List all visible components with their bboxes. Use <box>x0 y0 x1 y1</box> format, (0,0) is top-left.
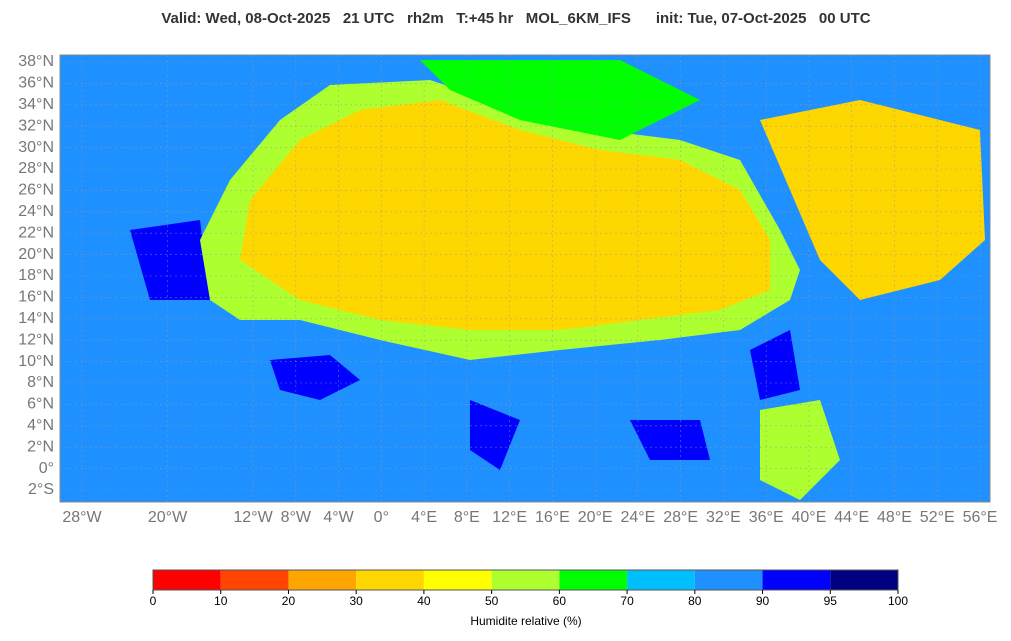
lat-label: 12°N <box>18 331 54 348</box>
very-humid <box>270 330 800 470</box>
humid-patch <box>130 220 210 300</box>
colorbar-tick-label: 40 <box>417 594 431 608</box>
map-frame <box>59 54 991 503</box>
lon-label: 8°E <box>454 509 480 526</box>
lat-label: 2°S <box>28 481 54 498</box>
lon-label: 20°E <box>578 509 613 526</box>
lat-label: 0° <box>39 460 54 477</box>
lat-label: 6°N <box>27 396 54 413</box>
lon-label: 28°E <box>663 509 698 526</box>
lon-label: 12°W <box>233 509 273 526</box>
colorbar-tick-label: 0 <box>150 594 157 608</box>
lon-label: 4°E <box>411 509 437 526</box>
mediterranean <box>420 60 700 140</box>
east-africa <box>760 400 840 500</box>
lat-label: 16°N <box>18 289 54 306</box>
lat-label: 26°N <box>18 182 54 199</box>
colorbar-tick-label: 100 <box>888 594 908 608</box>
lon-label: 32°E <box>706 509 741 526</box>
colorbar-frame <box>152 569 899 591</box>
colorbar-tick-label: 70 <box>620 594 634 608</box>
map-field <box>60 55 990 502</box>
colorbar-tick-label: 50 <box>485 594 499 608</box>
colorbar-tick-label: 90 <box>756 594 770 608</box>
lat-label: 10°N <box>18 353 54 370</box>
lat-label: 22°N <box>18 224 54 241</box>
lat-label: 18°N <box>18 267 54 284</box>
title: Valid: Wed, 08-Oct-2025 21 UTC rh2m T:+4… <box>161 10 870 27</box>
lon-label: 16°E <box>535 509 570 526</box>
colorbar-tick-label: 20 <box>282 594 296 608</box>
lat-label: 24°N <box>18 203 54 220</box>
graticule <box>60 55 990 502</box>
lat-label: 30°N <box>18 139 54 156</box>
colorbar-segment <box>491 570 560 590</box>
colorbar-segment <box>153 570 221 590</box>
colorbar-segment <box>288 570 357 590</box>
lon-label: 4°W <box>323 509 354 526</box>
lon-label: 48°E <box>877 509 912 526</box>
lat-label: 20°N <box>18 246 54 263</box>
lat-label: 38°N <box>18 53 54 70</box>
lat-label: 32°N <box>18 117 54 134</box>
lon-label: 40°E <box>792 509 827 526</box>
lat-label: 36°N <box>18 75 54 92</box>
colorbar-tick-label: 60 <box>553 594 567 608</box>
lon-label: 52°E <box>920 509 955 526</box>
colorbar-segment <box>694 570 763 590</box>
lon-label: 8°W <box>281 509 312 526</box>
colorbar-tick-label: 95 <box>824 594 838 608</box>
colorbar-tick-label: 10 <box>214 594 228 608</box>
lat-label: 4°N <box>27 417 54 434</box>
sahara <box>240 100 770 330</box>
colorbar-tick-label: 80 <box>688 594 702 608</box>
lat-label: 34°N <box>18 96 54 113</box>
lat-label: 2°N <box>27 438 54 455</box>
colorbar-segment <box>220 570 289 590</box>
lat-label: 8°N <box>27 374 54 391</box>
colorbar-segment <box>559 570 628 590</box>
lon-label: 28°W <box>62 509 102 526</box>
colorbar-segment <box>423 570 492 590</box>
colorbar-segment <box>627 570 695 590</box>
lon-label: 36°E <box>749 509 784 526</box>
lon-label: 0° <box>374 509 389 526</box>
lon-label: 12°E <box>492 509 527 526</box>
lat-label: 28°N <box>18 160 54 177</box>
lon-label: 24°E <box>620 509 655 526</box>
lon-label: 20°W <box>148 509 188 526</box>
arabia <box>760 100 985 300</box>
lon-label: 56°E <box>963 509 998 526</box>
colorbar-segment <box>762 570 831 590</box>
colorbar-segment <box>830 570 898 590</box>
colorbar-label: Humidite relative (%) <box>470 614 581 628</box>
lat-label: 14°N <box>18 310 54 327</box>
colorbar-segment <box>356 570 424 590</box>
colorbar-tick-label: 30 <box>350 594 364 608</box>
lon-label: 44°E <box>834 509 869 526</box>
